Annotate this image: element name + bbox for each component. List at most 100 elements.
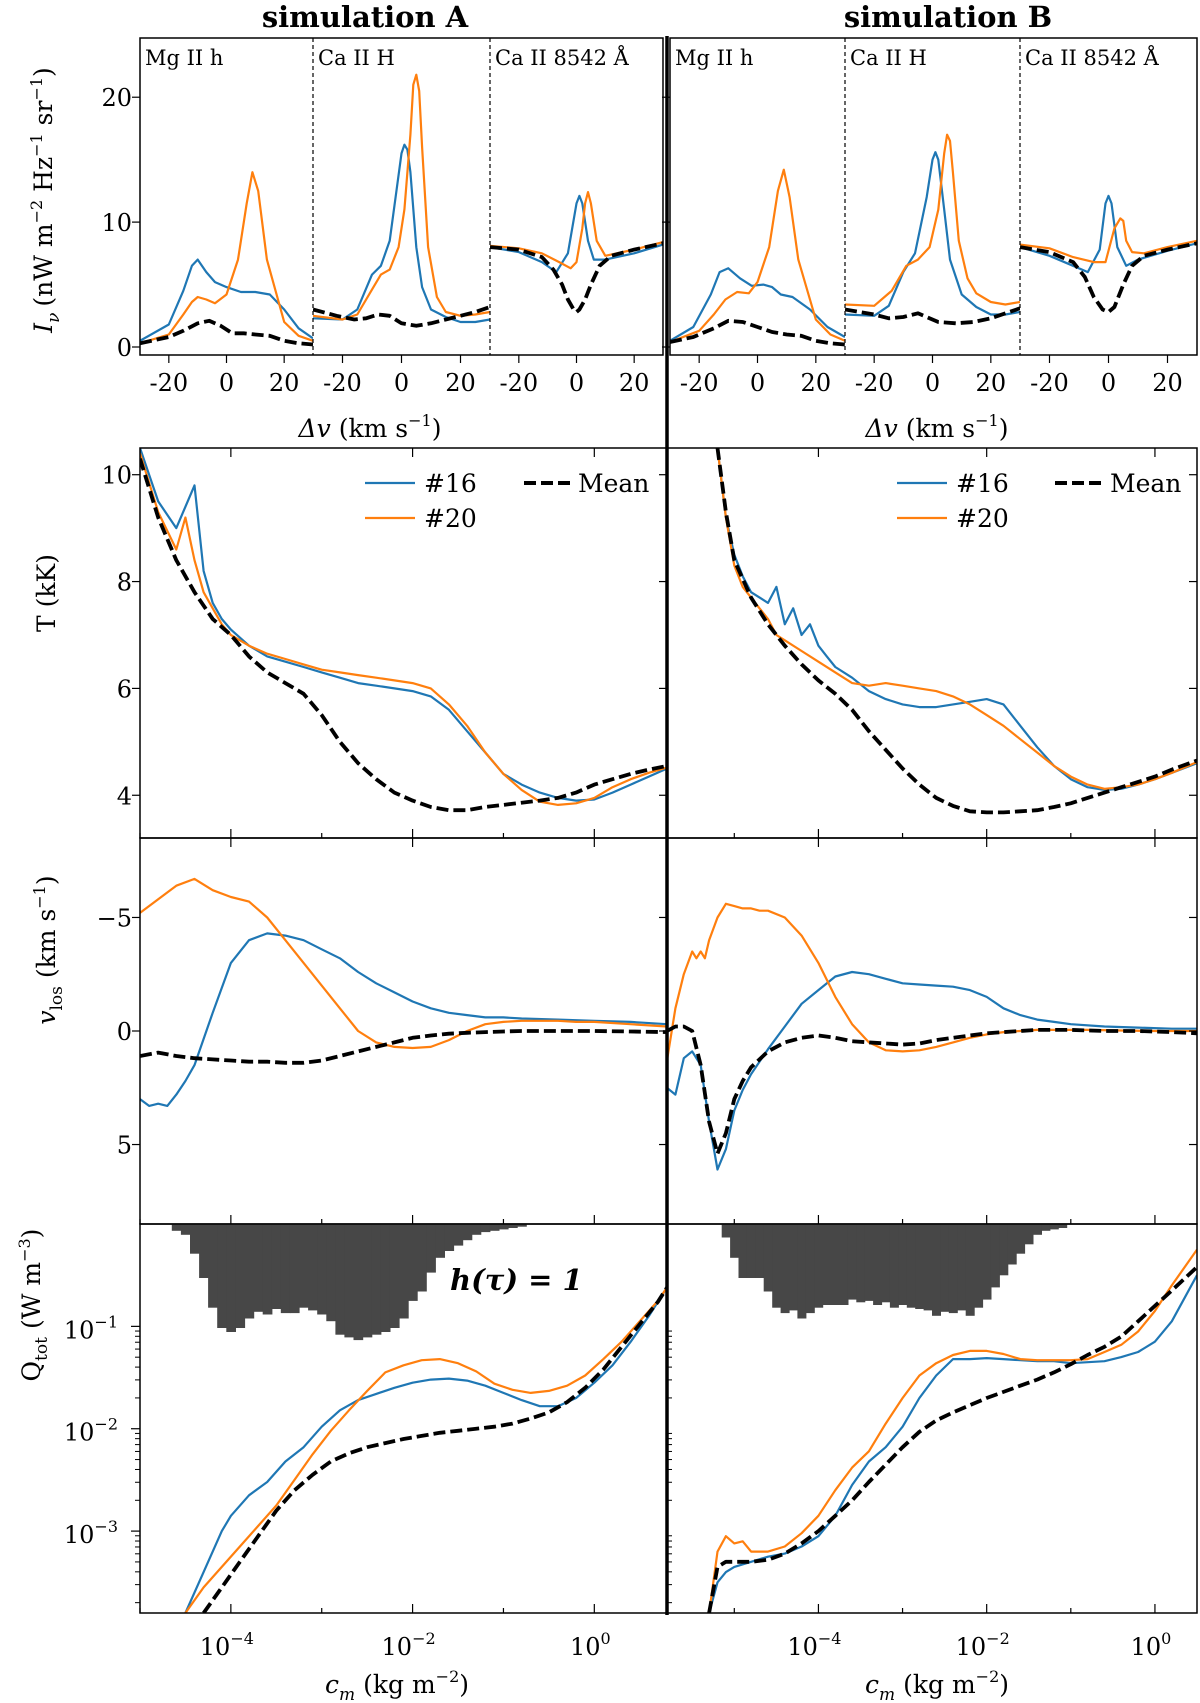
spectrum-b-2-s20 xyxy=(1020,217,1197,264)
spec-xtick-label-a0-1: 0 xyxy=(219,369,234,397)
v-line-b-mean xyxy=(667,1024,1197,1156)
hist-bar-b-18 xyxy=(873,1224,883,1305)
hist-bar-a-4 xyxy=(208,1224,218,1308)
q-line-a-mean xyxy=(202,1286,667,1613)
spectrum-b-2-mean xyxy=(1020,241,1197,314)
spectra-frame-a xyxy=(139,37,664,356)
spectrum-a-0-mean xyxy=(140,318,313,347)
cm-xtick-label-a-0: 10−4 xyxy=(200,1629,254,1661)
hist-bar-b-10 xyxy=(805,1224,815,1314)
hist-bar-a-8 xyxy=(244,1224,255,1319)
spectrum-b-1-mean xyxy=(845,306,1020,326)
spec-ytick-label-1: 10 xyxy=(101,209,132,237)
hist-bar-b-20 xyxy=(889,1224,899,1308)
spec-xtick-label-b2-2: 20 xyxy=(1152,369,1183,397)
spec-ytick-label-2: 20 xyxy=(101,84,132,112)
vlos-ylabel: vlos(km s−1) xyxy=(30,875,67,1024)
spectra-xlabel-a: Δv (km s−1) xyxy=(298,411,442,443)
spec-xtick-label-b0-2: 20 xyxy=(801,369,832,397)
legend-b: #16 #20 Mean xyxy=(897,469,1181,533)
t-line-b-s20 xyxy=(716,448,1197,790)
hist-bar-a-13 xyxy=(289,1224,300,1314)
hist-bar-b-36 xyxy=(1024,1224,1034,1245)
hist-bar-b-9 xyxy=(797,1224,807,1319)
v-line-b-s20 xyxy=(667,902,1197,1061)
col-title-b: simulation B xyxy=(844,0,1052,34)
hist-bar-b-33 xyxy=(999,1224,1009,1276)
hist-bar-b-15 xyxy=(847,1224,857,1300)
hist-bar-a-21 xyxy=(362,1224,373,1338)
legend-b-label-mean: Mean xyxy=(1110,469,1181,498)
spectrum-a-0-s16 xyxy=(140,258,313,342)
hist-bar-b-1 xyxy=(730,1224,740,1258)
hist-bar-b-17 xyxy=(864,1224,874,1301)
t-line-a-s20 xyxy=(140,452,667,807)
hist-bar-a-11 xyxy=(271,1224,282,1309)
hist-bar-a-36 xyxy=(498,1224,509,1230)
hist-bar-a-1 xyxy=(180,1224,191,1235)
spectrum-b-0-s16 xyxy=(670,267,845,342)
t-line-b-mean xyxy=(715,448,1197,815)
spec-xtick-label-a1-2: 20 xyxy=(445,369,476,397)
hist-bar-b-14 xyxy=(839,1224,849,1305)
hist-bar-b-38 xyxy=(1041,1224,1051,1231)
v-ytick-label-0: −5 xyxy=(97,904,132,932)
cm-xlabel-a: cm (kg m−2) xyxy=(325,1667,469,1703)
hist-bar-b-28 xyxy=(957,1224,967,1311)
v-line-a-mean xyxy=(140,1029,667,1065)
hist-bar-a-37 xyxy=(508,1224,518,1228)
v-ytick-label-2: 5 xyxy=(117,1132,132,1160)
spectrum-a-1-mean xyxy=(313,305,490,328)
hist-bar-a-34 xyxy=(480,1224,491,1233)
hist-bar-b-31 xyxy=(982,1224,992,1300)
legend-a-label-16: #16 xyxy=(424,469,477,498)
hist-bar-a-20 xyxy=(353,1224,364,1341)
t-ytick-label-0: 4 xyxy=(117,782,132,810)
t-line-b-s16 xyxy=(716,448,1197,792)
hist-bar-b-34 xyxy=(1007,1224,1017,1265)
legend-a-label-20: #20 xyxy=(424,504,477,533)
spectrum-b-1-s16 xyxy=(845,151,1020,317)
spec-xtick-label-a0-0: -20 xyxy=(150,369,189,397)
spectrum-b-1-s20 xyxy=(845,133,1020,307)
plots: -20 0 20 Mg II h -20 0 20 Ca II H -20 0 20 Ca II 85… xyxy=(64,36,1198,1661)
cm-xtick-label-b-1: 10−2 xyxy=(956,1629,1010,1661)
spec-line-label-a1: Ca II H xyxy=(318,46,395,70)
spectrum-b-0-s20 xyxy=(670,168,845,344)
hist-bar-a-22 xyxy=(371,1224,382,1335)
spectrum-a-0-s20 xyxy=(140,171,313,345)
hist-bar-b-35 xyxy=(1016,1224,1026,1254)
cm-xlabel-b: cm (kg m−2) xyxy=(865,1667,1009,1703)
hist-bar-b-11 xyxy=(814,1224,824,1308)
hist-bar-b-29 xyxy=(965,1224,975,1316)
hist-bar-a-0 xyxy=(171,1224,182,1231)
spec-xtick-label-a0-2: 20 xyxy=(269,369,300,397)
spec-line-label-a0: Mg II h xyxy=(145,46,223,70)
q-line-b-s16 xyxy=(708,1274,1197,1613)
hist-bar-a-18 xyxy=(335,1224,346,1335)
hist-bar-b-2 xyxy=(738,1224,748,1278)
spec-xtick-label-a1-1: 0 xyxy=(394,369,409,397)
t-ytick-label-3: 10 xyxy=(101,462,132,490)
hist-bar-b-4 xyxy=(755,1224,765,1278)
v-line-b-s16 xyxy=(667,970,1197,1171)
hist-bar-b-24 xyxy=(923,1224,933,1311)
t-line-a-mean xyxy=(140,458,667,813)
cm-xtick-label-a-1: 10−2 xyxy=(382,1629,436,1661)
hist-bar-b-12 xyxy=(822,1224,832,1305)
q-ytick-label-2: 10−3 xyxy=(64,1517,118,1549)
hist-bar-a-35 xyxy=(489,1224,500,1231)
qtot-ylabel: Qtot(W m−3) xyxy=(15,1229,52,1382)
cm-xtick-label-a-2: 100 xyxy=(570,1629,611,1661)
hist-bar-a-17 xyxy=(326,1224,336,1322)
hist-bar-b-25 xyxy=(932,1224,941,1316)
hist-bar-b-8 xyxy=(789,1224,798,1311)
spec-xtick-label-a2-0: -20 xyxy=(500,369,539,397)
hist-bar-a-24 xyxy=(389,1224,400,1328)
hist-bar-b-19 xyxy=(881,1224,891,1303)
hist-bar-a-27 xyxy=(417,1224,427,1292)
spectrum-b-0-mean xyxy=(670,318,845,347)
spectra-ylabel: Iν(nW m−2 Hz−1 sr−1) xyxy=(27,67,64,334)
t-frame-b xyxy=(666,447,1198,839)
